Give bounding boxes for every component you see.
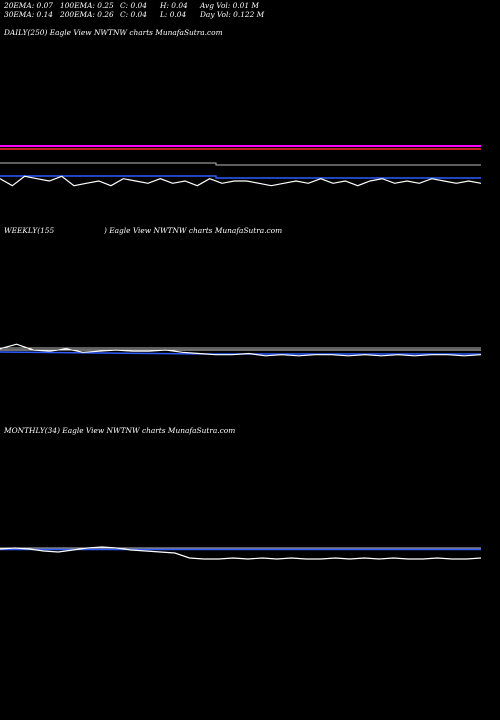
header-30ema: 30EMA: 0.14 bbox=[4, 10, 53, 19]
monthly-panel-label: MONTHLY(34) Eagle View NWTNW charts Muna… bbox=[4, 426, 236, 435]
monthly-chart bbox=[0, 546, 482, 560]
daily-chart bbox=[0, 145, 482, 187]
weekly-chart bbox=[0, 343, 482, 357]
daily-price-line bbox=[0, 175, 482, 187]
header-100ema: 100EMA: 0.25 bbox=[60, 1, 114, 10]
weekly-ema-blue-line bbox=[0, 351, 481, 355]
daily-ema-grey-line bbox=[0, 162, 481, 166]
header-close: C: 0.04 bbox=[120, 10, 147, 19]
daily-price-group bbox=[0, 175, 482, 187]
weekly-panel-label-left: WEEKLY(155 bbox=[4, 226, 55, 235]
header-low: L: 0.04 bbox=[160, 10, 187, 19]
header-avg-vol: Avg Vol: 0.01 M bbox=[200, 1, 259, 10]
header-open: C: 0.04 bbox=[120, 1, 147, 10]
header-day-vol: Day Vol: 0.122 M bbox=[200, 10, 265, 19]
header-200ema: 200EMA: 0.26 bbox=[60, 10, 114, 19]
weekly-price-group bbox=[0, 343, 482, 357]
header-20ema: 20EMA: 0.07 bbox=[4, 1, 53, 10]
monthly-price-group bbox=[0, 546, 482, 560]
weekly-panel-label-right: ) Eagle View NWTNW charts MunafaSutra.co… bbox=[104, 226, 283, 235]
monthly-price-line bbox=[0, 546, 482, 560]
header-high: H: 0.04 bbox=[160, 1, 188, 10]
daily-panel-label: DAILY(250) Eagle View NWTNW charts Munaf… bbox=[4, 28, 223, 37]
weekly-price-line bbox=[0, 343, 482, 357]
daily-ema-blue-line bbox=[0, 175, 481, 179]
